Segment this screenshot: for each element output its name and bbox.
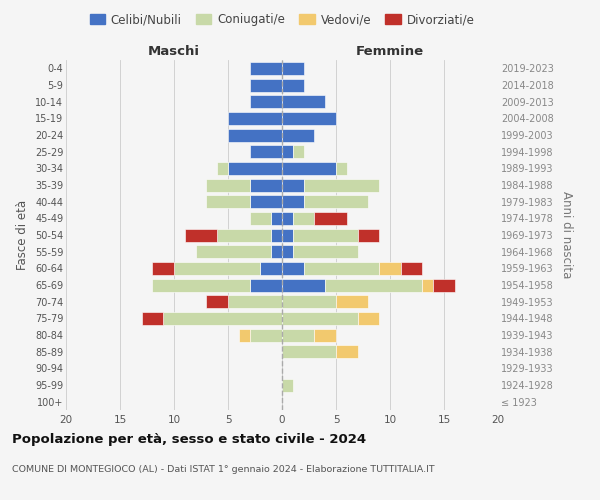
- Bar: [239, 328, 250, 342]
- Bar: [250, 328, 282, 342]
- Bar: [250, 78, 282, 92]
- Bar: [282, 345, 336, 358]
- Bar: [282, 295, 336, 308]
- Bar: [293, 228, 358, 241]
- Text: Popolazione per età, sesso e stato civile - 2024: Popolazione per età, sesso e stato civil…: [12, 432, 366, 446]
- Bar: [250, 95, 282, 108]
- Bar: [293, 245, 358, 258]
- Bar: [217, 228, 271, 241]
- Bar: [422, 278, 433, 291]
- Bar: [250, 178, 282, 192]
- Bar: [325, 278, 422, 291]
- Bar: [282, 195, 304, 208]
- Bar: [314, 212, 347, 225]
- Bar: [293, 212, 314, 225]
- Bar: [336, 345, 358, 358]
- Bar: [282, 128, 314, 141]
- Bar: [282, 245, 293, 258]
- Bar: [282, 145, 293, 158]
- Bar: [250, 145, 282, 158]
- Bar: [282, 312, 358, 325]
- Bar: [293, 145, 304, 158]
- Bar: [271, 245, 282, 258]
- Bar: [336, 295, 368, 308]
- Bar: [250, 278, 282, 291]
- Bar: [282, 112, 336, 125]
- Bar: [314, 328, 336, 342]
- Bar: [271, 228, 282, 241]
- Bar: [282, 78, 304, 92]
- Bar: [282, 178, 304, 192]
- Bar: [250, 212, 271, 225]
- Text: Maschi: Maschi: [148, 44, 200, 58]
- Bar: [282, 212, 293, 225]
- Bar: [174, 262, 260, 275]
- Bar: [206, 178, 250, 192]
- Bar: [185, 228, 217, 241]
- Bar: [217, 162, 228, 175]
- Bar: [282, 328, 314, 342]
- Bar: [228, 162, 282, 175]
- Bar: [282, 378, 293, 392]
- Bar: [250, 62, 282, 75]
- Text: COMUNE DI MONTEGIOCO (AL) - Dati ISTAT 1° gennaio 2024 - Elaborazione TUTTITALIA: COMUNE DI MONTEGIOCO (AL) - Dati ISTAT 1…: [12, 466, 434, 474]
- Bar: [228, 128, 282, 141]
- Bar: [228, 112, 282, 125]
- Bar: [196, 245, 271, 258]
- Bar: [304, 195, 368, 208]
- Bar: [282, 95, 325, 108]
- Bar: [260, 262, 282, 275]
- Bar: [304, 178, 379, 192]
- Y-axis label: Fasce di età: Fasce di età: [16, 200, 29, 270]
- Bar: [282, 62, 304, 75]
- Bar: [358, 312, 379, 325]
- Bar: [379, 262, 401, 275]
- Bar: [433, 278, 455, 291]
- Bar: [152, 262, 174, 275]
- Bar: [282, 162, 336, 175]
- Bar: [282, 228, 293, 241]
- Bar: [282, 262, 304, 275]
- Bar: [142, 312, 163, 325]
- Bar: [282, 278, 325, 291]
- Y-axis label: Anni di nascita: Anni di nascita: [560, 192, 573, 278]
- Text: Femmine: Femmine: [356, 44, 424, 58]
- Bar: [358, 228, 379, 241]
- Bar: [271, 212, 282, 225]
- Bar: [152, 278, 250, 291]
- Bar: [401, 262, 422, 275]
- Bar: [304, 262, 379, 275]
- Bar: [163, 312, 282, 325]
- Bar: [336, 162, 347, 175]
- Bar: [206, 295, 228, 308]
- Bar: [250, 195, 282, 208]
- Bar: [206, 195, 250, 208]
- Bar: [228, 295, 282, 308]
- Legend: Celibi/Nubili, Coniugati/e, Vedovi/e, Divorziati/e: Celibi/Nubili, Coniugati/e, Vedovi/e, Di…: [85, 8, 479, 31]
